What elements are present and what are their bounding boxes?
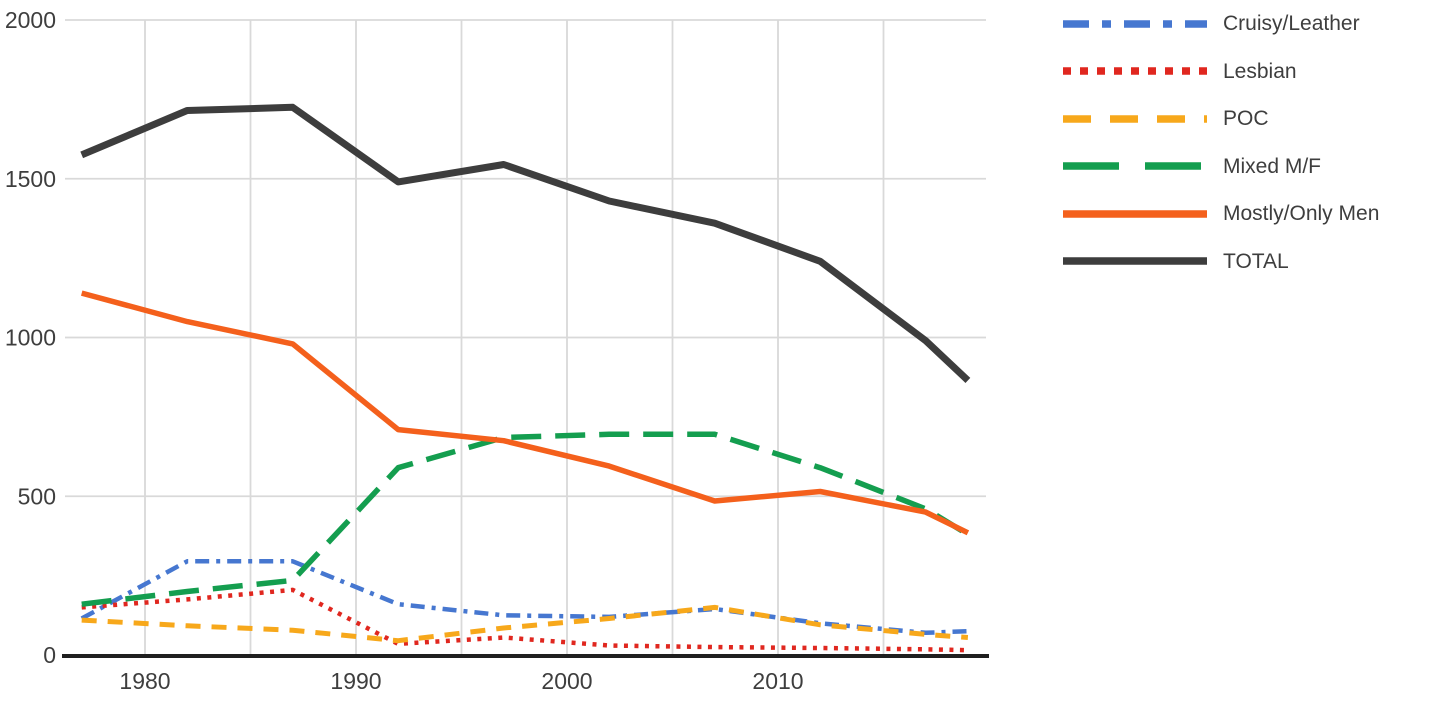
legend-item-poc: POC [1062, 105, 1379, 132]
y-tick-label-1500: 1500 [5, 166, 56, 192]
legend-item-mixed-m-f: Mixed M/F [1062, 153, 1379, 180]
series-line-mixed-m-f [81, 431, 970, 607]
legend-label-mixed-m-f: Mixed M/F [1223, 154, 1322, 178]
legend-swatch-lesbian-icon [1063, 67, 1207, 75]
legend-swatch-mixed-m-f-icon [1063, 162, 1207, 170]
series-line-poc [81, 604, 969, 644]
x-tick-label-1980: 1980 [119, 668, 170, 694]
x-tick-label-2010: 2010 [752, 668, 803, 694]
y-tick-label-1000: 1000 [5, 325, 56, 351]
series-line-mostly-only-men [80, 290, 970, 536]
legend-swatch-cruisy-leather-icon [1063, 19, 1207, 28]
legend-label-poc: POC [1223, 107, 1269, 130]
legend-swatch-mostly-only-men-icon [1063, 209, 1207, 218]
series-line-lesbian [81, 587, 968, 653]
legend-label-cruisy-leather: Cruisy/Leather [1223, 12, 1360, 35]
legend-item-lesbian: Lesbian [1062, 58, 1379, 85]
legend-label-mostly-only-men: Mostly/Only Men [1223, 202, 1380, 225]
legend-item-total: TOTAL [1062, 248, 1379, 275]
legend-item-cruisy-leather: Cruisy/Leather [1062, 10, 1379, 37]
legend-swatch-poc-icon [1063, 114, 1207, 123]
y-tick-label-2000: 2000 [5, 7, 56, 33]
x-tick-label-2000: 2000 [541, 668, 592, 694]
y-tick-label-500: 500 [18, 483, 56, 509]
series-line-cruisy-leather [80, 559, 968, 636]
legend: Cruisy/Leather Lesbian POC Mixed M/F Mostly/… [1062, 10, 1379, 295]
series-line-total [80, 103, 971, 383]
legend-swatch-total-icon [1063, 257, 1207, 265]
x-tick-label-1990: 1990 [330, 668, 381, 694]
y-tick-label-0: 0 [43, 642, 56, 668]
legend-label-total: TOTAL [1223, 249, 1289, 273]
legend-label-lesbian: Lesbian [1223, 59, 1297, 83]
legend-item-mostly-only-men: Mostly/Only Men [1062, 200, 1379, 227]
